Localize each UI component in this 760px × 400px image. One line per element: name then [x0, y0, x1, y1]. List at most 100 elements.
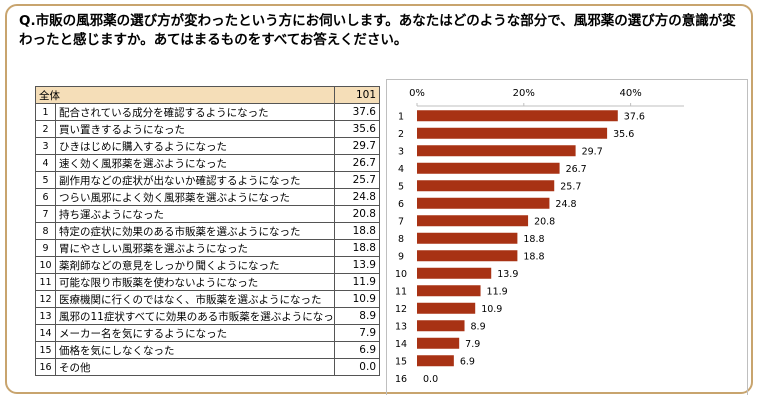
bar — [417, 163, 560, 174]
row-value: 26.7 — [335, 155, 380, 172]
category-label: 11 — [395, 286, 407, 297]
row-number: 7 — [36, 206, 56, 223]
row-number: 16 — [36, 359, 56, 376]
row-value: 7.9 — [335, 325, 380, 342]
data-label: 35.6 — [613, 129, 634, 140]
row-number: 5 — [36, 172, 56, 189]
bar — [417, 198, 549, 209]
question-text: Q.市販の風邪薬の選び方が変わったという方にお伺いします。あなたはどのような部分… — [19, 12, 747, 50]
row-number: 10 — [36, 257, 56, 274]
data-label: 11.9 — [487, 286, 508, 297]
table-row: 2 買い置きするようになった 35.6 — [36, 121, 380, 138]
row-label: 買い置きするようになった — [56, 121, 335, 138]
bar — [417, 338, 459, 349]
row-value: 18.8 — [335, 223, 380, 240]
bar — [417, 180, 554, 191]
category-label: 9 — [398, 251, 404, 262]
row-number: 2 — [36, 121, 56, 138]
data-label: 7.9 — [465, 339, 480, 350]
category-label: 4 — [398, 164, 404, 175]
data-label: 24.8 — [555, 199, 576, 210]
table-row: 8 特定の症状に効果のある市販薬を選ぶようになった 18.8 — [36, 223, 380, 240]
row-value: 24.8 — [335, 189, 380, 206]
row-label: 副作用などの症状が出ないか確認するようになった — [56, 172, 335, 189]
data-label: 25.7 — [560, 181, 581, 192]
category-label: 7 — [398, 216, 404, 227]
bar — [417, 303, 475, 314]
table-row: 11 可能な限り市販薬を使わないようになった 11.9 — [36, 274, 380, 291]
table-row: 6 つらい風邪によく効く風邪薬を選ぶようになった 24.8 — [36, 189, 380, 206]
row-value: 13.9 — [335, 257, 380, 274]
data-label: 18.8 — [523, 251, 544, 262]
category-label: 13 — [395, 321, 407, 332]
category-label: 15 — [395, 356, 407, 367]
row-value: 20.8 — [335, 206, 380, 223]
table-row: 10 薬剤師などの意見をしっかり聞くようになった 13.9 — [36, 257, 380, 274]
total-count: 101 — [335, 87, 380, 104]
bar — [417, 250, 517, 261]
answer-table: 全体 101 1 配合されている成分を確認するようになった 37.6 2 買い置きするよ… — [35, 86, 380, 376]
row-number: 9 — [36, 240, 56, 257]
row-value: 37.6 — [335, 104, 380, 121]
row-value: 6.9 — [335, 342, 380, 359]
bar — [417, 128, 607, 139]
bar — [417, 233, 517, 244]
data-label: 13.9 — [497, 269, 518, 280]
bar — [417, 145, 576, 156]
row-label: 特定の症状に効果のある市販薬を選ぶようになった — [56, 223, 335, 240]
bar-chart: 0% 20% 40% 1 37.6 2 35.6 3 29.7 4 26.7 5 25.7 6 24.8 7 2… — [386, 79, 748, 395]
row-value: 10.9 — [335, 291, 380, 308]
x-tick-label: 40% — [619, 88, 641, 99]
category-label: 8 — [398, 234, 404, 245]
row-label: 医療機関に行くのではなく、市販薬を選ぶようになった — [56, 291, 335, 308]
table-row: 9 胃にやさしい風邪薬を選ぶようになった 18.8 — [36, 240, 380, 257]
data-label: 26.7 — [566, 164, 587, 175]
bar — [417, 110, 618, 121]
data-label: 18.8 — [523, 234, 544, 245]
row-value: 8.9 — [335, 308, 380, 325]
data-label: 0.0 — [423, 374, 438, 385]
bar — [417, 268, 491, 279]
table-header-row: 全体 101 — [36, 87, 380, 104]
answer-table-body: 全体 101 1 配合されている成分を確認するようになった 37.6 2 買い置きするよ… — [36, 87, 380, 376]
row-number: 4 — [36, 155, 56, 172]
data-label: 29.7 — [582, 146, 603, 157]
row-label: 可能な限り市販薬を使わないようになった — [56, 274, 335, 291]
category-label: 5 — [398, 181, 404, 192]
table-row: 16 その他 0.0 — [36, 359, 380, 376]
table-row: 1 配合されている成分を確認するようになった 37.6 — [36, 104, 380, 121]
table-row: 3 ひきはじめに購入するようになった 29.7 — [36, 138, 380, 155]
row-value: 0.0 — [335, 359, 380, 376]
table-row: 15 価格を気にしなくなった 6.9 — [36, 342, 380, 359]
row-label: メーカー名を気にするようになった — [56, 325, 335, 342]
row-number: 13 — [36, 308, 56, 325]
category-label: 16 — [395, 374, 407, 385]
data-label: 37.6 — [624, 111, 645, 122]
category-label: 3 — [398, 146, 404, 157]
data-label: 6.9 — [460, 356, 475, 367]
bar — [417, 320, 465, 331]
row-label: 価格を気にしなくなった — [56, 342, 335, 359]
row-label: 風邪の11症状すべてに効果のある市販薬を選ぶようになった — [56, 308, 335, 325]
category-label: 2 — [398, 129, 404, 140]
row-number: 12 — [36, 291, 56, 308]
category-label: 1 — [398, 111, 404, 122]
row-number: 15 — [36, 342, 56, 359]
row-label: その他 — [56, 359, 335, 376]
row-number: 14 — [36, 325, 56, 342]
x-tick-label: 20% — [513, 88, 535, 99]
row-label: つらい風邪によく効く風邪薬を選ぶようになった — [56, 189, 335, 206]
row-label: 速く効く風邪薬を選ぶようになった — [56, 155, 335, 172]
row-number: 3 — [36, 138, 56, 155]
category-label: 10 — [395, 269, 407, 280]
row-label: ひきはじめに購入するようになった — [56, 138, 335, 155]
survey-panel: Q.市販の風邪薬の選び方が変わったという方にお伺いします。あなたはどのような部分… — [5, 4, 753, 394]
bar — [417, 215, 528, 226]
row-label: 持ち運ぶようになった — [56, 206, 335, 223]
table-row: 14 メーカー名を気にするようになった 7.9 — [36, 325, 380, 342]
row-number: 6 — [36, 189, 56, 206]
row-number: 11 — [36, 274, 56, 291]
data-label: 20.8 — [534, 216, 555, 227]
row-label: 配合されている成分を確認するようになった — [56, 104, 335, 121]
row-value: 29.7 — [335, 138, 380, 155]
